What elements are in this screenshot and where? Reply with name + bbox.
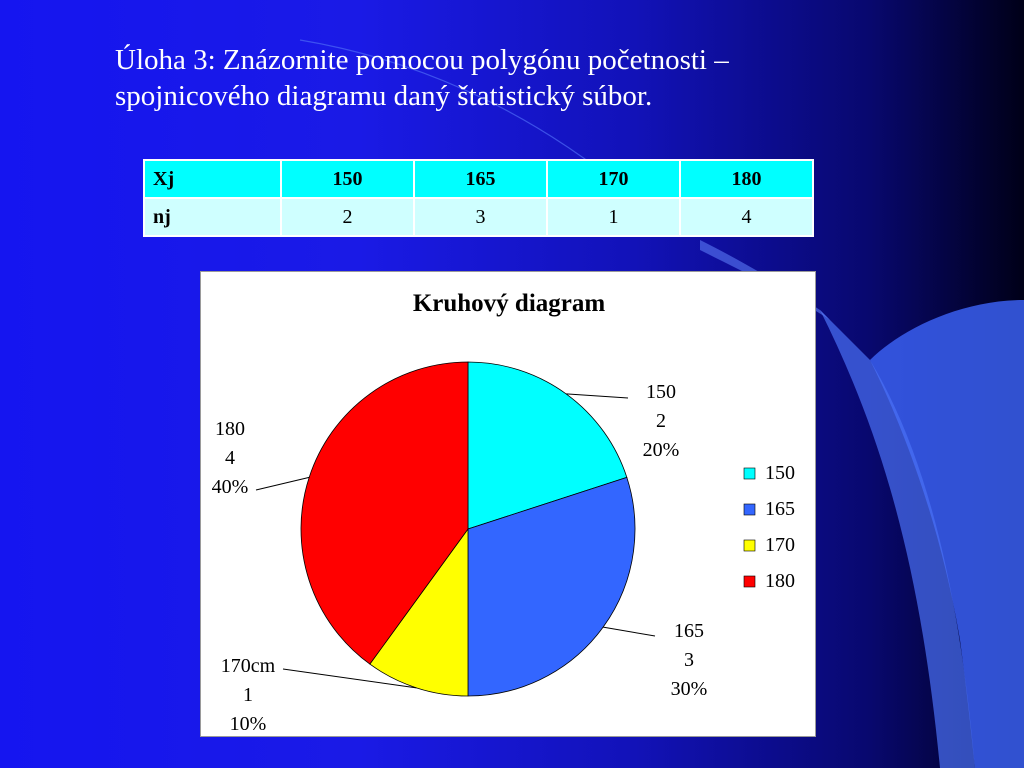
table-cell: 150 <box>280 159 415 199</box>
data-label-150: 20% <box>643 439 680 461</box>
table-cell: 165 <box>413 159 548 199</box>
table-cell: 1 <box>546 197 681 237</box>
slide-title: Úloha 3: Znázornite pomocou polygónu poč… <box>115 42 975 114</box>
data-label-150: 150 <box>646 381 676 403</box>
table-cell: 2 <box>280 197 415 237</box>
pie-slice-180 <box>300 361 469 665</box>
leader-line-165 <box>603 626 656 637</box>
data-label-170: 1 <box>243 684 253 706</box>
data-label-170: 10% <box>230 713 267 735</box>
leader-line-180 <box>255 476 310 491</box>
frequency-table: Xj 150 165 170 180 nj 2 3 1 4 <box>143 159 814 237</box>
table-row-nj: nj 2 3 1 4 <box>143 197 814 237</box>
chart-title: Kruhový diagram <box>413 290 606 317</box>
table-cell: 4 <box>679 197 814 237</box>
legend-swatch-170 <box>743 539 756 552</box>
pie-chart-panel: Kruhový diagram 150 2 20% 165 3 30% 170cm 1 10% 1… <box>200 271 816 737</box>
table-cell: 3 <box>413 197 548 237</box>
table-cell: 180 <box>679 159 814 199</box>
slide-title-line-2: spojnicového diagramu daný štatistický s… <box>115 80 653 112</box>
data-label-165: 165 <box>674 620 704 642</box>
legend-label-180: 180 <box>765 570 795 592</box>
pie-slice-165 <box>467 476 636 697</box>
data-label-180: 40% <box>212 476 249 498</box>
data-label-165: 30% <box>671 678 708 700</box>
data-label-165: 3 <box>684 649 694 671</box>
pie-chart: Kruhový diagram 150 2 20% 165 3 30% 170cm 1 10% 1… <box>212 290 795 735</box>
legend-label-170: 170 <box>765 534 795 556</box>
data-label-180: 4 <box>225 447 235 469</box>
legend-swatch-150 <box>743 467 756 480</box>
slide-title-line-1: Úloha 3: Znázornite pomocou polygónu poč… <box>115 44 729 76</box>
legend-label-165: 165 <box>765 498 795 520</box>
leader-line-150 <box>566 393 629 399</box>
data-label-150: 2 <box>656 410 666 432</box>
pie-slice-150 <box>467 361 628 530</box>
legend-label-150: 150 <box>765 462 795 484</box>
table-cell: Xj <box>143 159 282 199</box>
data-label-180: 180 <box>215 418 245 440</box>
pie-slice-170 <box>369 527 469 697</box>
legend-swatch-180 <box>743 575 756 588</box>
legend-swatch-165 <box>743 503 756 516</box>
data-label-170: 170cm <box>221 655 276 677</box>
leader-line-170 <box>282 668 417 689</box>
table-row-xj: Xj 150 165 170 180 <box>143 159 814 199</box>
table-cell: nj <box>143 197 282 237</box>
table-cell: 170 <box>546 159 681 199</box>
